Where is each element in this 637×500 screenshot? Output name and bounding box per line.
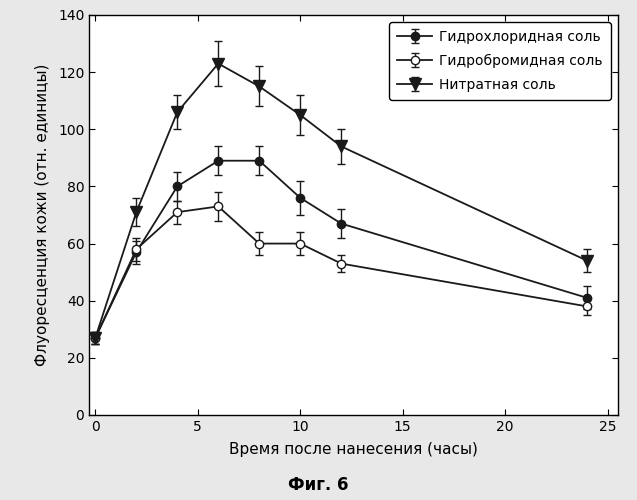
Legend: Гидрохлоридная соль, Гидробромидная соль, Нитратная соль: Гидрохлоридная соль, Гидробромидная соль… (389, 22, 611, 100)
Y-axis label: Флуоресценция кожи (отн. единицы): Флуоресценция кожи (отн. единицы) (34, 64, 50, 366)
Text: Фиг. 6: Фиг. 6 (289, 476, 348, 494)
X-axis label: Время после нанесения (часы): Время после нанесения (часы) (229, 442, 478, 457)
